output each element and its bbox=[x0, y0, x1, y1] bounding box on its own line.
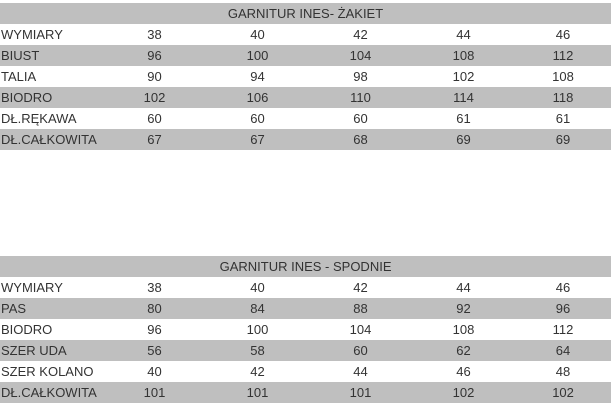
table-title-row: GARNITUR INES - SPODNIE bbox=[0, 256, 611, 277]
table-row: BIODRO 96 100 104 108 112 bbox=[0, 319, 611, 340]
size-value: 108 bbox=[412, 45, 515, 66]
table-row: PAS 80 84 88 92 96 bbox=[0, 298, 611, 319]
size-value: 96 bbox=[103, 45, 206, 66]
size-value: 42 bbox=[250, 364, 265, 379]
table-row: DŁ.RĘKAWA 60 60 60 61 61 bbox=[0, 108, 611, 129]
table-row: BIUST 96 100 104 108 112 bbox=[0, 45, 611, 66]
row-label: BIODRO bbox=[1, 322, 53, 337]
trousers-size-table: GARNITUR INES - SPODNIE WYMIARY 38 40 42 44 46… bbox=[0, 256, 611, 403]
size-value: 60 bbox=[147, 111, 162, 126]
size-value: 94 bbox=[250, 69, 265, 84]
size-value: 102 bbox=[515, 382, 611, 403]
row-label: PAS bbox=[0, 298, 103, 319]
table-row: SZER KOLANO 40 42 44 46 48 bbox=[0, 361, 611, 382]
size-value: 106 bbox=[206, 87, 309, 108]
size-value: 104 bbox=[349, 322, 372, 337]
row-label: WYMIARY bbox=[1, 280, 63, 295]
size-value: 68 bbox=[309, 129, 412, 150]
table-row: WYMIARY 38 40 42 44 46 bbox=[0, 277, 611, 298]
size-value: 102 bbox=[452, 69, 475, 84]
size-value: 101 bbox=[206, 382, 309, 403]
size-value: 118 bbox=[515, 87, 611, 108]
size-value: 102 bbox=[103, 87, 206, 108]
size-value: 40 bbox=[250, 27, 265, 42]
size-value: 40 bbox=[250, 280, 265, 295]
row-label: BIODRO bbox=[0, 87, 103, 108]
size-value: 40 bbox=[147, 364, 162, 379]
size-value: 98 bbox=[353, 69, 368, 84]
size-value: 46 bbox=[555, 280, 571, 295]
table-row: BIODRO 102 106 110 114 118 bbox=[0, 87, 611, 108]
size-value: 60 bbox=[353, 111, 368, 126]
row-label: BIUST bbox=[0, 45, 103, 66]
row-label: SZER KOLANO bbox=[1, 364, 94, 379]
size-value: 101 bbox=[309, 382, 412, 403]
table-row: DŁ.CAŁKOWITA 67 67 68 69 69 bbox=[0, 129, 611, 150]
row-label: DŁ.CAŁKOWITA bbox=[0, 129, 103, 150]
size-value: 44 bbox=[353, 364, 368, 379]
size-value: 96 bbox=[515, 298, 611, 319]
table-row: SZER UDA 56 58 60 62 64 bbox=[0, 340, 611, 361]
size-value: 67 bbox=[103, 129, 206, 150]
size-value: 38 bbox=[147, 280, 162, 295]
size-value: 48 bbox=[555, 364, 571, 379]
size-value: 108 bbox=[452, 322, 475, 337]
size-value: 110 bbox=[309, 87, 412, 108]
size-value: 69 bbox=[515, 129, 611, 150]
table-title: GARNITUR INES - SPODNIE bbox=[0, 256, 611, 277]
size-value: 104 bbox=[309, 45, 412, 66]
size-value: 61 bbox=[456, 111, 471, 126]
size-value: 46 bbox=[555, 27, 571, 42]
size-value: 114 bbox=[412, 87, 515, 108]
size-value: 60 bbox=[250, 111, 265, 126]
size-value: 44 bbox=[456, 280, 471, 295]
size-value: 96 bbox=[147, 322, 162, 337]
size-value: 80 bbox=[103, 298, 206, 319]
size-value: 67 bbox=[206, 129, 309, 150]
size-value: 92 bbox=[412, 298, 515, 319]
table-title-row: GARNITUR INES- ŻAKIET bbox=[0, 3, 611, 24]
table-title: GARNITUR INES- ŻAKIET bbox=[0, 3, 611, 24]
size-value: 84 bbox=[206, 298, 309, 319]
size-value: 88 bbox=[309, 298, 412, 319]
table-row: TALIA 90 94 98 102 108 bbox=[0, 66, 611, 87]
size-value: 112 bbox=[515, 45, 611, 66]
row-label: SZER UDA bbox=[0, 340, 103, 361]
size-value: 44 bbox=[456, 27, 471, 42]
size-value: 100 bbox=[206, 45, 309, 66]
table-row: WYMIARY 38 40 42 44 46 bbox=[0, 24, 611, 45]
size-value: 108 bbox=[552, 69, 574, 84]
size-value: 61 bbox=[555, 111, 571, 126]
row-label: WYMIARY bbox=[1, 27, 63, 42]
size-value: 58 bbox=[206, 340, 309, 361]
row-label: DŁ.CAŁKOWITA bbox=[0, 382, 103, 403]
jacket-size-table: GARNITUR INES- ŻAKIET WYMIARY 38 40 42 44 46 BI… bbox=[0, 3, 611, 150]
table-row: DŁ.CAŁKOWITA 101 101 101 102 102 bbox=[0, 382, 611, 403]
size-value: 46 bbox=[456, 364, 471, 379]
size-value: 42 bbox=[353, 27, 368, 42]
size-value: 56 bbox=[103, 340, 206, 361]
size-value: 38 bbox=[147, 27, 162, 42]
row-label: TALIA bbox=[1, 69, 37, 84]
size-value: 69 bbox=[412, 129, 515, 150]
size-value: 100 bbox=[246, 322, 269, 337]
size-value: 101 bbox=[103, 382, 206, 403]
size-value: 102 bbox=[412, 382, 515, 403]
size-value: 60 bbox=[309, 340, 412, 361]
size-value: 90 bbox=[147, 69, 162, 84]
row-label: DŁ.RĘKAWA bbox=[1, 111, 77, 126]
size-value: 112 bbox=[552, 322, 574, 337]
size-value: 64 bbox=[515, 340, 611, 361]
size-value: 62 bbox=[412, 340, 515, 361]
size-value: 42 bbox=[353, 280, 368, 295]
